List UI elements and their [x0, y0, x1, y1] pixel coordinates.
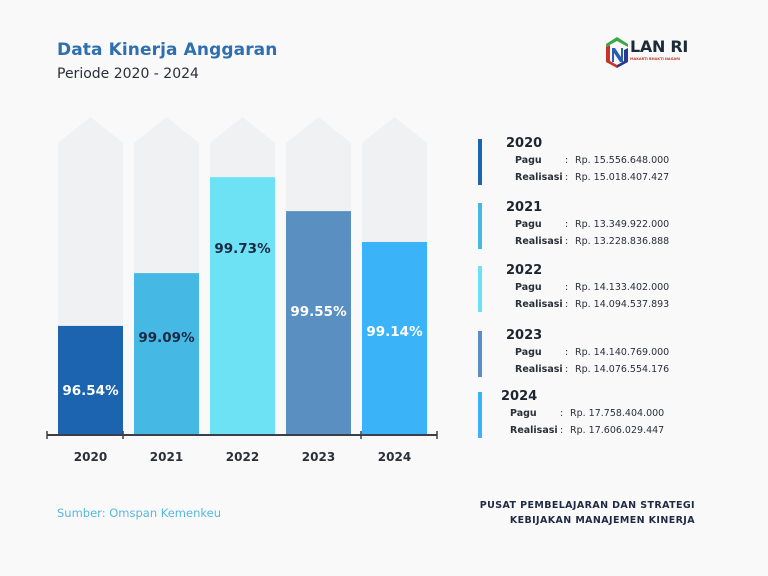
organization-name: PUSAT PEMBELAJARAN DAN STRATEGI KEBIJAKA… [480, 498, 695, 528]
organization-line-1: PUSAT PEMBELAJARAN DAN STRATEGI [479, 500, 695, 511]
logo-name: LAN RI [630, 37, 689, 56]
pagu-label: Pagu [515, 347, 542, 358]
separator: : [565, 155, 569, 166]
data-label-2021: 99.09% [138, 330, 195, 346]
pagu-label: Pagu [515, 282, 542, 293]
organization-line-2: KEBIJAKAN MANAJEMEN KINERJA [509, 515, 695, 526]
legend-item-2024: 2024 Pagu: Rp. 17.758.404.000 Realisasi: Rp.… [478, 389, 718, 452]
legend-year: 2024 [501, 389, 538, 404]
pagu-value: Rp. 15.556.648.000 [575, 155, 670, 166]
lan-ri-logo: LAN RI MAKARTI BHAKTI NAGARI [604, 36, 704, 70]
pagu-row: Pagu: Rp. 17.758.404.000 [510, 408, 664, 419]
realisasi-label: Realisasi [515, 172, 563, 183]
realisasi-row: Realisasi: Rp. 17.606.029.447 [510, 425, 664, 436]
realisasi-row: Realisasi: Rp. 14.094.537.893 [515, 299, 669, 310]
realisasi-value: Rp. 14.076.554.176 [575, 364, 670, 375]
legend-item-2023: 2023 Pagu: Rp. 14.140.769.000 Realisasi: Rp.… [478, 328, 718, 391]
pagu-value: Rp. 14.140.769.000 [575, 347, 670, 358]
x-tick-label-2022: 2022 [226, 450, 259, 464]
realisasi-row: Realisasi: Rp. 13.228.836.888 [515, 236, 669, 247]
legend-item-2022: 2022 Pagu: Rp. 14.133.402.000 Realisasi: Rp.… [478, 263, 718, 326]
legend-item-2020: 2020 Pagu: Rp. 15.556.648.000 Realisasi: Rp.… [478, 136, 718, 199]
legend-year: 2020 [506, 136, 543, 151]
legend-color-bar [478, 203, 482, 249]
realisasi-label: Realisasi [515, 364, 563, 375]
separator: : [565, 236, 569, 247]
separator: : [565, 347, 569, 358]
separator: : [565, 219, 569, 230]
pagu-row: Pagu: Rp. 15.556.648.000 [515, 155, 669, 166]
chart-title: Data Kinerja Anggaran [57, 40, 278, 60]
pagu-label: Pagu [515, 155, 542, 166]
legend-color-bar [478, 331, 482, 377]
legend-year: 2022 [506, 263, 543, 278]
realisasi-value: Rp. 17.606.029.447 [570, 425, 665, 436]
data-label-2020: 96.54% [62, 383, 119, 399]
bar-2024 [362, 241, 427, 435]
separator: : [565, 299, 569, 310]
x-tick-label-2020: 2020 [74, 450, 107, 464]
realisasi-label: Realisasi [510, 425, 558, 436]
pagu-value: Rp. 17.758.404.000 [570, 408, 665, 419]
realisasi-row: Realisasi: Rp. 14.076.554.176 [515, 364, 669, 375]
bar-chart: 96.54% 99.09% 99.73% 99.55% 99.14% 2020 2021 2… [46, 117, 438, 464]
pagu-row: Pagu: Rp. 13.349.922.000 [515, 219, 669, 230]
realisasi-label: Realisasi [515, 236, 563, 247]
bar-2023 [286, 211, 351, 435]
legend-item-2021: 2021 Pagu: Rp. 13.349.922.000 Realisasi: Rp.… [478, 200, 718, 263]
realisasi-value: Rp. 15.018.407.427 [575, 172, 670, 183]
separator: : [565, 172, 569, 183]
realisasi-row: Realisasi: Rp. 15.018.407.427 [515, 172, 669, 183]
pagu-value: Rp. 13.349.922.000 [575, 219, 670, 230]
separator: : [565, 364, 569, 375]
realisasi-value: Rp. 14.094.537.893 [575, 299, 670, 310]
x-tick-label-2021: 2021 [150, 450, 183, 464]
legend-year: 2023 [506, 328, 543, 343]
bar-2020 [58, 325, 123, 435]
pagu-row: Pagu: Rp. 14.133.402.000 [515, 282, 669, 293]
realisasi-value: Rp. 13.228.836.888 [575, 236, 670, 247]
chart-subtitle: Periode 2020 - 2024 [57, 66, 199, 82]
x-tick-label-2023: 2023 [302, 450, 335, 464]
bar-2021 [134, 273, 199, 435]
data-label-2023: 99.55% [290, 304, 347, 320]
legend-year: 2021 [506, 200, 543, 215]
lan-ri-emblem-icon [606, 37, 628, 68]
separator: : [560, 408, 564, 419]
x-tick-label-2024: 2024 [378, 450, 411, 464]
pagu-row: Pagu: Rp. 14.140.769.000 [515, 347, 669, 358]
legend-color-bar [478, 392, 482, 438]
bar-2022 [210, 177, 275, 436]
separator: : [560, 425, 564, 436]
data-label-2024: 99.14% [366, 324, 423, 340]
pagu-label: Pagu [515, 219, 542, 230]
data-label-2022: 99.73% [214, 241, 271, 257]
separator: : [565, 282, 569, 293]
legend-color-bar [478, 139, 482, 185]
realisasi-label: Realisasi [515, 299, 563, 310]
pagu-label: Pagu [510, 408, 537, 419]
logo-tagline: MAKARTI BHAKTI NAGARI [630, 57, 681, 61]
source-note: Sumber: Omspan Kemenkeu [57, 506, 221, 520]
pagu-value: Rp. 14.133.402.000 [575, 282, 670, 293]
legend-color-bar [478, 266, 482, 312]
